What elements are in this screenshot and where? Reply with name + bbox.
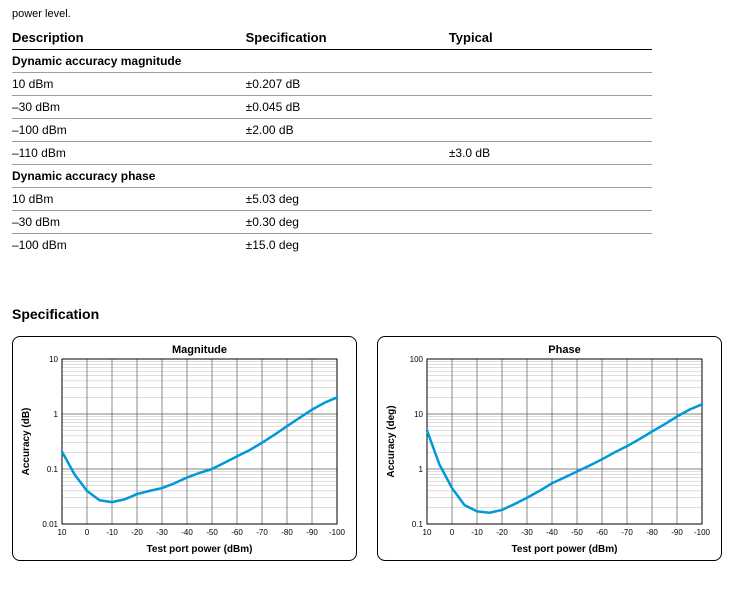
phase-chart: Phase0.1110100100-10-20-30-40-50-60-70-8… <box>377 336 722 561</box>
table-cell: ±5.03 deg <box>246 188 449 211</box>
svg-text:-70: -70 <box>621 528 633 537</box>
table-row: 10 dBm±0.207 dB <box>12 73 652 96</box>
svg-text:1: 1 <box>419 465 424 474</box>
table-cell: –30 dBm <box>12 211 246 234</box>
table-cell: 10 dBm <box>12 73 246 96</box>
table-cell <box>449 73 652 96</box>
table-cell: –100 dBm <box>12 119 246 142</box>
th-typical: Typical <box>449 26 652 50</box>
svg-text:-60: -60 <box>231 528 243 537</box>
table-cell: –100 dBm <box>12 234 246 257</box>
svg-text:-90: -90 <box>671 528 683 537</box>
svg-text:-40: -40 <box>546 528 558 537</box>
svg-text:0.01: 0.01 <box>42 520 58 529</box>
table-cell: 10 dBm <box>12 188 246 211</box>
table-cell <box>246 142 449 165</box>
th-specification: Specification <box>246 26 449 50</box>
th-description: Description <box>12 26 246 50</box>
svg-text:Test port power (dBm): Test port power (dBm) <box>512 544 618 555</box>
svg-text:0: 0 <box>85 528 90 537</box>
table-subheader: Dynamic accuracy magnitude <box>12 50 652 73</box>
table-cell <box>449 211 652 234</box>
svg-text:0.1: 0.1 <box>47 465 59 474</box>
svg-text:-100: -100 <box>329 528 346 537</box>
table-row: –100 dBm±15.0 deg <box>12 234 652 257</box>
charts-container: Magnitude0.010.1110100-10-20-30-40-50-60… <box>12 336 722 561</box>
svg-text:-30: -30 <box>156 528 168 537</box>
svg-text:Accuracy (dB): Accuracy (dB) <box>21 408 32 476</box>
svg-text:Test port power (dBm): Test port power (dBm) <box>147 544 253 555</box>
svg-text:1: 1 <box>54 410 59 419</box>
table-cell: –30 dBm <box>12 96 246 119</box>
truncated-line: power level. <box>12 8 722 20</box>
table-row: –30 dBm±0.30 deg <box>12 211 652 234</box>
svg-text:Accuracy (deg): Accuracy (deg) <box>386 405 397 477</box>
table-cell: ±0.045 dB <box>246 96 449 119</box>
table-cell: ±15.0 deg <box>246 234 449 257</box>
magnitude-chart: Magnitude 0.01 0.1 1 10 10 0 -10 -20 -30 -40 -50 -60… <box>12 336 357 561</box>
table-row: –110 dBm ±3.0 dB <box>12 142 652 165</box>
svg-text:10: 10 <box>414 410 423 419</box>
svg-text:-90: -90 <box>306 528 318 537</box>
table-cell: ±3.0 dB <box>449 142 652 165</box>
svg-text:10: 10 <box>58 528 67 537</box>
table-cell: ±0.30 deg <box>246 211 449 234</box>
svg-text:-10: -10 <box>471 528 483 537</box>
svg-text:-10: -10 <box>106 528 118 537</box>
svg-text:-60: -60 <box>596 528 608 537</box>
table-cell: ±0.207 dB <box>246 73 449 96</box>
table-row: 10 dBm±5.03 deg <box>12 188 652 211</box>
svg-text:Phase: Phase <box>548 344 580 356</box>
svg-text:-20: -20 <box>496 528 508 537</box>
table-cell: ±2.00 dB <box>246 119 449 142</box>
table-cell: –110 dBm <box>12 142 246 165</box>
svg-text:-50: -50 <box>571 528 583 537</box>
svg-text:Magnitude: Magnitude <box>172 344 227 356</box>
svg-text:-100: -100 <box>694 528 711 537</box>
table-cell <box>449 234 652 257</box>
svg-text:10: 10 <box>49 355 58 364</box>
svg-text:10: 10 <box>423 528 432 537</box>
table-subheader: Dynamic accuracy phase <box>12 165 652 188</box>
table-cell <box>449 96 652 119</box>
table-row: –100 dBm±2.00 dB <box>12 119 652 142</box>
table-row: –30 dBm±0.045 dB <box>12 96 652 119</box>
table-cell <box>449 119 652 142</box>
svg-text:-80: -80 <box>281 528 293 537</box>
svg-text:-70: -70 <box>256 528 268 537</box>
svg-text:100: 100 <box>410 355 424 364</box>
svg-text:-20: -20 <box>131 528 143 537</box>
section-title: Specification <box>12 306 722 322</box>
table-cell <box>449 188 652 211</box>
svg-text:-50: -50 <box>206 528 218 537</box>
spec-table: Description Specification Typical Dynami… <box>12 26 652 256</box>
svg-text:0: 0 <box>450 528 455 537</box>
svg-text:-80: -80 <box>646 528 658 537</box>
svg-text:-40: -40 <box>181 528 193 537</box>
svg-text:-30: -30 <box>521 528 533 537</box>
